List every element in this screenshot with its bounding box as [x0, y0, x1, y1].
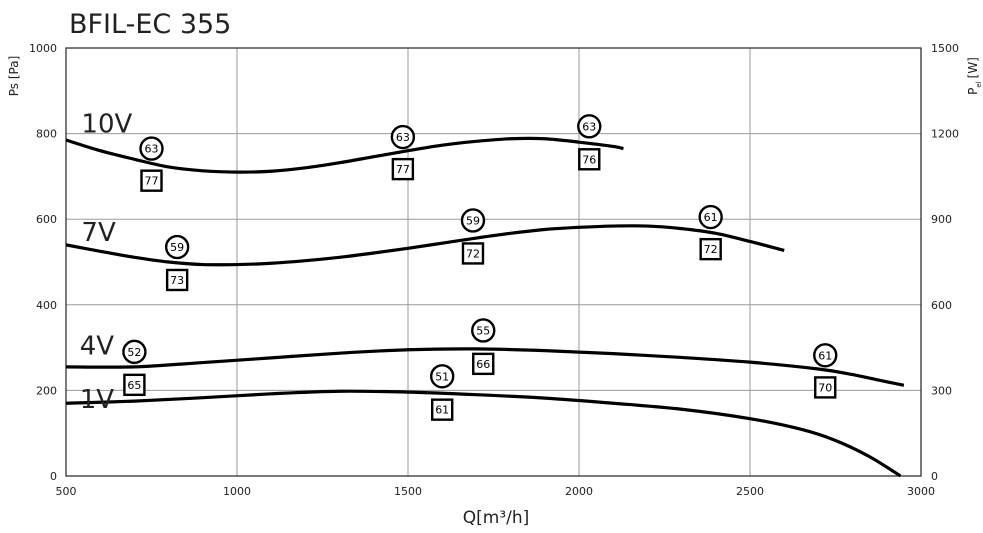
y-tick-label: 0 [50, 470, 57, 483]
y-tick-label: 200 [36, 384, 57, 397]
plot-frame [65, 47, 922, 477]
sound-level-circle-label: 63 [396, 131, 410, 144]
series-10V: 10V 63 77 63 77 63 76 [65, 110, 624, 192]
y-axis-ticks: 0 200 400 600 800 1000 [29, 42, 57, 483]
y-tick-label: 800 [36, 128, 57, 141]
y2-axis-label-sub: el [975, 81, 983, 87]
sound-level-circle-label: 61 [704, 211, 718, 224]
x-tick-label: 2000 [565, 485, 593, 498]
power-square-label: 72 [466, 247, 480, 260]
sound-level-circle [698, 204, 723, 230]
y2-tick-label: 600 [931, 299, 952, 312]
x-tick-label: 500 [56, 485, 77, 498]
sound-level-circle [139, 136, 164, 161]
y2-tick-label: 1500 [931, 42, 959, 55]
series-line [65, 347, 905, 387]
power-square [165, 268, 189, 292]
y-axis-label: Ps [Pa] [7, 56, 21, 97]
sound-level-circle-label: 55 [476, 324, 490, 337]
series-layer: 10V 63 77 63 77 63 76 7V 59 73 59 72 61 72 4V 52 65 55 66 6… [65, 110, 905, 478]
power-square-label: 70 [818, 381, 832, 394]
series-line [65, 224, 785, 267]
series-4V: 4V 52 65 55 66 61 70 [65, 318, 905, 399]
power-square-label: 73 [170, 274, 184, 287]
sound-level-circle-label: 52 [127, 346, 141, 359]
sound-level-circle [390, 124, 416, 150]
x-tick-label: 1000 [223, 485, 251, 498]
grid-lines [66, 48, 921, 476]
y2-tick-label: 0 [931, 470, 938, 483]
power-square [472, 352, 495, 376]
sound-level-circle-label: 61 [818, 349, 832, 362]
power-square [699, 237, 722, 261]
series-1V: 1V 51 61 [65, 364, 902, 478]
sound-level-circle-label: 51 [435, 370, 449, 383]
series-label: 4V [80, 331, 115, 361]
power-square [578, 148, 601, 171]
sound-level-circle [813, 343, 838, 368]
power-square-label: 77 [396, 163, 410, 176]
sound-level-circle-label: 63 [582, 120, 596, 133]
y2-axis-ticks: 0 300 600 900 1200 1500 [931, 42, 959, 483]
sound-level-circle [471, 318, 496, 343]
sound-level-circle [430, 364, 455, 389]
series-label: 10V [81, 110, 132, 140]
y2-tick-label: 900 [931, 213, 952, 226]
x-axis-label: Q[m³/h] [463, 508, 530, 528]
y2-tick-label: 300 [931, 384, 952, 397]
power-square-label: 72 [704, 243, 718, 256]
chart-title: BFIL-EC 355 [69, 9, 231, 40]
power-square [140, 169, 163, 192]
sound-level-circle [122, 339, 147, 365]
y2-axis-label-p: P [966, 88, 980, 95]
y-tick-label: 600 [36, 213, 57, 226]
sound-level-circle-label: 59 [170, 241, 184, 254]
sound-level-circle [577, 114, 602, 139]
y-tick-label: 400 [36, 299, 57, 312]
power-square [461, 242, 485, 265]
sound-level-circle [460, 208, 486, 233]
series-line [65, 389, 902, 478]
series-label: 1V [80, 385, 115, 415]
sound-level-circle-label: 63 [145, 143, 159, 156]
y2-axis-label-unit: [W] [966, 57, 980, 78]
y-tick-label: 1000 [29, 42, 57, 55]
power-square [814, 376, 837, 399]
y2-axis-label: Pel [W] [966, 57, 983, 95]
power-square-label: 61 [435, 404, 449, 417]
sound-level-circle [164, 234, 190, 260]
power-square [391, 157, 415, 181]
series-label: 7V [81, 218, 116, 248]
power-square-label: 77 [145, 175, 159, 188]
power-square-label: 76 [582, 153, 596, 166]
x-tick-label: 2500 [736, 485, 764, 498]
power-square-label: 66 [476, 358, 490, 371]
sound-level-circle-label: 59 [466, 214, 480, 227]
power-square-label: 65 [127, 379, 141, 392]
x-tick-label: 3000 [907, 485, 935, 498]
power-square [431, 398, 454, 421]
y2-tick-label: 1200 [931, 128, 959, 141]
power-square [123, 373, 146, 397]
x-axis-ticks: 500 1000 1500 2000 2500 3000 [56, 485, 936, 498]
series-7V: 7V 59 73 59 72 61 72 [65, 204, 785, 292]
series-line [65, 136, 624, 174]
svg-text:Pel[W]: Pel [W] [966, 57, 983, 95]
x-tick-label: 1500 [394, 485, 422, 498]
